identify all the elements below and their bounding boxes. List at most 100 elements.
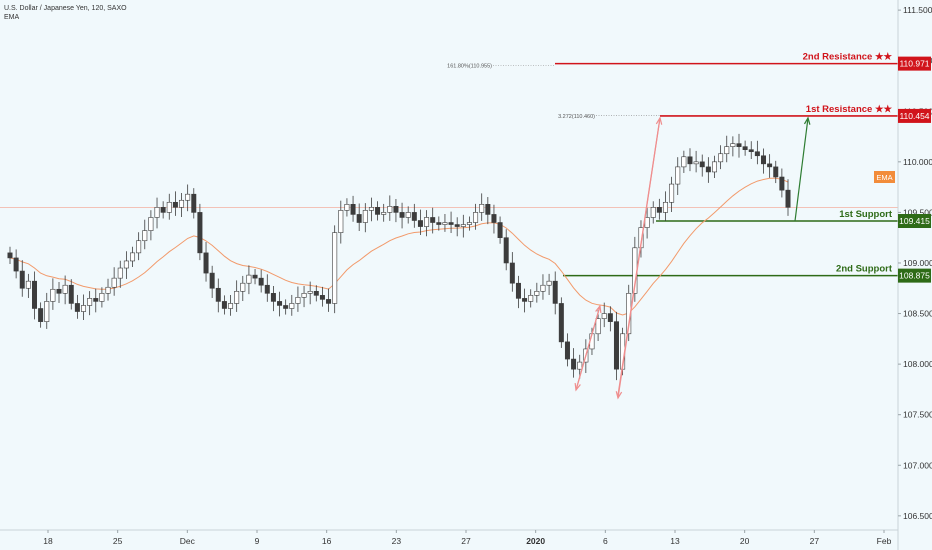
candle (754, 151, 760, 157)
candle (424, 217, 430, 227)
x-tick-label: 18 (43, 536, 53, 546)
candle (742, 146, 748, 150)
candle (295, 297, 301, 304)
candle (491, 214, 497, 223)
candle (773, 166, 779, 178)
candle (38, 308, 44, 322)
x-tick-label: 13 (670, 536, 680, 546)
candle (577, 361, 583, 370)
y-tick-label: 107.500 (903, 410, 932, 420)
candle (264, 284, 270, 294)
candle (669, 183, 675, 203)
candle (405, 212, 411, 218)
candle (460, 224, 466, 227)
impulse-arrow-down (617, 117, 661, 399)
price-tag-r2 (898, 56, 931, 71)
candle (656, 207, 662, 213)
candle (528, 295, 534, 302)
chart-title: U.S. Dollar / Japanese Yen, 120, SAXO (4, 5, 127, 12)
candle (711, 161, 717, 173)
candle (718, 153, 724, 163)
candle (123, 260, 129, 269)
candle (687, 156, 693, 165)
candle (258, 277, 264, 286)
candle (289, 303, 295, 309)
x-tick-label: 9 (255, 536, 260, 546)
candle (234, 290, 240, 304)
candle (730, 143, 736, 147)
candle (203, 252, 209, 274)
candle (277, 301, 283, 306)
candle (117, 267, 123, 279)
candle (7, 252, 13, 259)
candle (724, 146, 730, 155)
y-tick-label: 111.500 (903, 5, 932, 15)
candle (313, 290, 319, 296)
candle (13, 257, 19, 272)
candle (252, 274, 258, 279)
candle (307, 290, 313, 294)
candle (417, 220, 423, 227)
candle (644, 217, 650, 228)
candle (430, 217, 436, 223)
level-label-r1: 1st Resistance ★★ (806, 104, 893, 115)
candle (136, 240, 142, 254)
candle (540, 284, 546, 292)
x-tick-label: 16 (322, 536, 332, 546)
candle (767, 163, 773, 168)
candle (185, 193, 191, 201)
candle (191, 193, 197, 213)
candle (209, 272, 215, 289)
candle (172, 201, 178, 208)
price-tag-s1 (898, 214, 931, 229)
candle (44, 301, 50, 322)
swing-arrow-up-head (595, 304, 602, 314)
candle (399, 212, 405, 218)
price-tag-text-r2: 110.971 (899, 59, 929, 69)
x-tick-label: 27 (810, 536, 820, 546)
candle (68, 284, 74, 304)
x-axis: 18 25 Dec 9 16 23 27 2020 6 13 20 27 Feb (0, 529, 898, 546)
candle (748, 149, 754, 153)
y-tick-label: 108.000 (903, 359, 932, 369)
candle (571, 358, 577, 370)
price-tag-text-s1: 109.415 (899, 216, 930, 226)
candle (760, 155, 766, 165)
candle (319, 295, 325, 300)
ema-line (9, 177, 789, 316)
candle (552, 280, 558, 304)
ema-tag-text: EMA (876, 173, 892, 182)
candle (25, 280, 31, 289)
candle (375, 207, 381, 215)
candle (362, 210, 368, 223)
candle (368, 207, 374, 211)
candle (485, 204, 491, 215)
candle (546, 280, 552, 286)
candle (142, 230, 148, 242)
candle (148, 217, 154, 231)
impulse-arrow-down-head (615, 391, 623, 400)
candle (356, 214, 362, 223)
x-tick-label: 25 (113, 536, 123, 546)
candle (466, 222, 472, 225)
candle (246, 274, 252, 284)
candle (613, 321, 619, 370)
candle (454, 224, 460, 227)
candle (111, 277, 117, 288)
candle (479, 204, 485, 213)
x-tick-label: 2020 (526, 536, 545, 546)
candle (779, 176, 785, 191)
y-tick-label: 109.500 (903, 207, 932, 217)
price-tags: 110.971 110.454 109.415 108.875 EMA (874, 56, 931, 283)
candle (705, 166, 711, 173)
candle (601, 313, 607, 319)
indicator-label[interactable]: EMA (4, 14, 20, 21)
candle (62, 284, 68, 294)
candle (387, 206, 393, 213)
candle (522, 298, 528, 302)
candle (473, 212, 479, 223)
candle (595, 318, 601, 335)
candle (50, 288, 56, 302)
price-tag-text-s2: 108.875 (899, 271, 930, 281)
candle (166, 201, 172, 213)
